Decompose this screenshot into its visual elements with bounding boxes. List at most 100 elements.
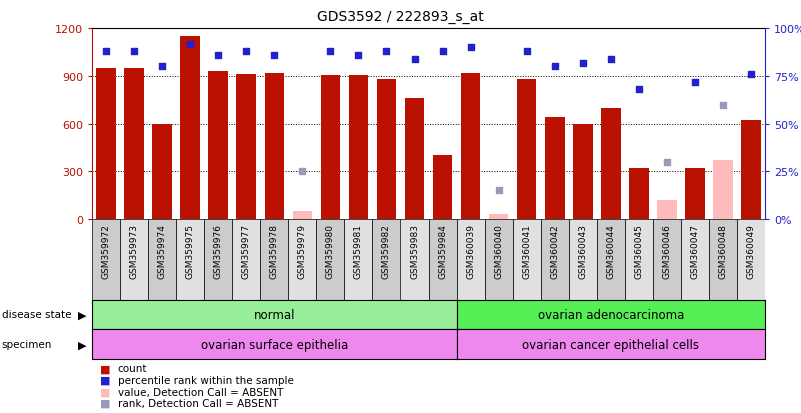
Point	[155, 64, 168, 71]
Bar	[573, 124, 593, 219]
Text: disease state: disease state	[2, 310, 71, 320]
Bar	[148, 219, 176, 300]
Bar	[461, 74, 481, 219]
Text: GSM359972: GSM359972	[102, 223, 111, 278]
Point	[745, 71, 758, 78]
Bar	[485, 219, 513, 300]
Point	[296, 169, 309, 175]
Text: GSM360044: GSM360044	[606, 223, 615, 278]
Text: GSM360043: GSM360043	[578, 223, 587, 278]
Bar	[96, 69, 116, 219]
Point	[521, 49, 533, 55]
Point	[688, 79, 702, 86]
Bar	[569, 219, 597, 300]
Point	[380, 49, 392, 55]
Text: GDS3592 / 222893_s_at: GDS3592 / 222893_s_at	[317, 10, 484, 24]
Bar	[288, 219, 316, 300]
Bar	[741, 121, 761, 219]
Bar	[92, 219, 120, 300]
Text: GSM360042: GSM360042	[550, 223, 559, 278]
Text: ■: ■	[100, 375, 111, 385]
Text: specimen: specimen	[2, 339, 52, 349]
Bar	[685, 169, 705, 219]
Text: ▶: ▶	[78, 339, 87, 349]
Point	[633, 87, 646, 93]
Bar	[737, 219, 765, 300]
Text: GSM359984: GSM359984	[438, 223, 447, 278]
Bar	[653, 219, 681, 300]
Text: ▶: ▶	[78, 310, 87, 320]
Text: GSM359975: GSM359975	[186, 223, 195, 278]
Bar	[264, 74, 284, 219]
Text: ■: ■	[100, 387, 111, 396]
Text: GSM360045: GSM360045	[634, 223, 643, 278]
Bar	[709, 219, 737, 300]
Bar	[316, 219, 344, 300]
Bar	[541, 219, 569, 300]
Bar	[489, 215, 509, 219]
Text: rank, Detection Call = ABSENT: rank, Detection Call = ABSENT	[118, 398, 278, 408]
Point	[576, 60, 589, 67]
Bar	[124, 69, 144, 219]
Bar	[292, 211, 312, 219]
Text: GSM359979: GSM359979	[298, 223, 307, 278]
Text: ■: ■	[100, 398, 111, 408]
Bar	[545, 118, 565, 219]
Bar	[433, 156, 453, 219]
Point	[717, 102, 730, 109]
Point	[492, 188, 505, 194]
Bar	[517, 80, 537, 219]
Text: ovarian surface epithelia: ovarian surface epithelia	[201, 338, 348, 351]
Bar	[429, 219, 457, 300]
Text: ovarian adenocarcinoma: ovarian adenocarcinoma	[537, 308, 684, 321]
Bar	[405, 99, 425, 219]
Bar	[372, 219, 400, 300]
Text: GSM359980: GSM359980	[326, 223, 335, 278]
Point	[464, 45, 477, 52]
Bar	[597, 219, 625, 300]
Text: GSM359973: GSM359973	[130, 223, 139, 278]
Point	[128, 49, 141, 55]
Text: GSM359978: GSM359978	[270, 223, 279, 278]
Text: GSM360040: GSM360040	[494, 223, 503, 278]
Bar	[176, 219, 204, 300]
Point	[184, 41, 197, 48]
Point	[240, 49, 253, 55]
Point	[324, 49, 336, 55]
Text: GSM360047: GSM360047	[690, 223, 699, 278]
Point	[604, 57, 617, 63]
Bar	[204, 219, 232, 300]
Bar	[152, 124, 172, 219]
Bar	[457, 219, 485, 300]
Point	[99, 49, 112, 55]
Text: GSM359983: GSM359983	[410, 223, 419, 278]
Text: percentile rank within the sample: percentile rank within the sample	[118, 375, 294, 385]
Point	[660, 159, 673, 166]
Point	[548, 64, 561, 71]
Bar	[376, 80, 396, 219]
Bar	[513, 219, 541, 300]
Text: GSM360046: GSM360046	[662, 223, 671, 278]
Text: value, Detection Call = ABSENT: value, Detection Call = ABSENT	[118, 387, 283, 396]
Text: count: count	[118, 363, 147, 373]
Text: GSM359981: GSM359981	[354, 223, 363, 278]
Bar	[120, 219, 148, 300]
Text: ■: ■	[100, 363, 111, 373]
Text: GSM360048: GSM360048	[718, 223, 727, 278]
Bar	[236, 75, 256, 219]
Bar	[180, 37, 200, 219]
Bar	[348, 76, 368, 219]
Text: ovarian cancer epithelial cells: ovarian cancer epithelial cells	[522, 338, 699, 351]
Point	[211, 52, 224, 59]
Bar	[400, 219, 429, 300]
Text: normal: normal	[254, 308, 295, 321]
Bar	[657, 200, 677, 219]
Text: GSM360039: GSM360039	[466, 223, 475, 278]
Text: GSM359977: GSM359977	[242, 223, 251, 278]
Text: GSM359976: GSM359976	[214, 223, 223, 278]
Text: GSM359974: GSM359974	[158, 223, 167, 278]
Text: GSM360049: GSM360049	[747, 223, 755, 278]
Bar	[320, 76, 340, 219]
Bar	[208, 72, 228, 219]
Point	[408, 57, 421, 63]
